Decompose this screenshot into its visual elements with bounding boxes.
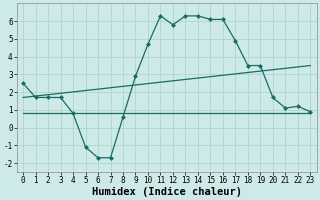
X-axis label: Humidex (Indice chaleur): Humidex (Indice chaleur) (92, 186, 242, 197)
